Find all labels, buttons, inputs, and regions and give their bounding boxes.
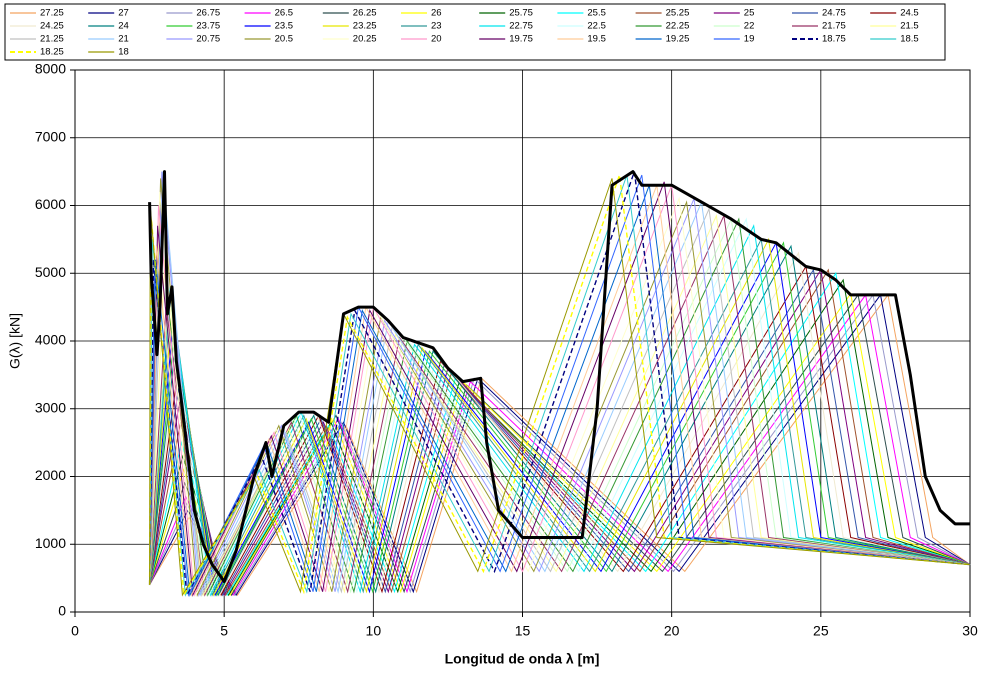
legend-label: 26.25 [353,8,377,19]
legend-label: 20 [431,34,442,45]
x-tick-label: 15 [515,623,531,639]
legend-label: 21 [118,34,129,45]
x-tick-label: 25 [813,623,829,639]
y-tick-label: 0 [58,603,66,619]
legend-label: 20.5 [275,34,294,45]
legend-label: 25.25 [666,8,690,19]
y-tick-label: 4000 [35,332,66,348]
series-line [149,181,971,597]
envelope-line [148,170,970,583]
legend-label: 27.25 [40,8,64,19]
legend-label: 21.25 [40,34,64,45]
legend-label: 18.25 [40,47,64,58]
legend-label: 23.75 [196,21,220,32]
y-axis-label: G(λ) [kN] [7,313,23,369]
series-line [148,171,971,598]
y-tick-label: 5000 [35,264,66,280]
legend-label: 19.75 [509,34,533,45]
legend-box [4,3,946,61]
legend-label: 24 [118,21,129,32]
series-line [149,237,971,597]
legend-label: 18 [118,47,129,58]
series-line [149,213,971,597]
y-tick-label: 8000 [35,61,66,77]
series-line [149,185,971,597]
legend-label: 19 [744,34,755,45]
legend-label: 19.25 [666,34,690,45]
legend-label: 25 [744,8,755,19]
legend-label: 27 [118,8,129,19]
x-axis-label: Longitud de onda λ [m] [445,651,600,667]
legend-label: 18.75 [822,34,846,45]
legend-label: 21.75 [822,21,846,32]
x-tick-label: 20 [664,623,680,639]
x-tick-label: 30 [962,623,978,639]
legend-label: 24.25 [40,21,64,32]
legend-label: 22.75 [509,21,533,32]
legend-label: 23.5 [275,21,294,32]
legend-label: 24.75 [822,8,846,19]
legend-label: 20.25 [353,34,377,45]
legend-label: 18.5 [900,34,919,45]
series-line [149,224,971,597]
legend-label: 26 [431,8,442,19]
series-line [149,178,971,597]
series-line [149,171,971,597]
legend-label: 23.25 [353,21,377,32]
series-line [149,217,971,597]
series-line [149,185,971,597]
y-tick-label: 3000 [35,399,66,415]
legend-label: 19.5 [587,34,606,45]
y-tick-label: 2000 [35,467,66,483]
legend-label: 22.25 [666,21,690,32]
series-line [148,174,971,598]
x-tick-label: 10 [366,623,382,639]
legend-label: 26.75 [196,8,220,19]
legend-label: 25.5 [587,8,606,19]
series-line [149,185,971,597]
legend-label: 21.5 [900,21,919,32]
legend-label: 22.5 [587,21,606,32]
y-tick-label: 7000 [35,128,66,144]
legend-label: 26.5 [275,8,294,19]
x-tick-label: 0 [71,623,79,639]
y-tick-label: 6000 [35,196,66,212]
legend-label: 24.5 [900,8,919,19]
legend-label: 22 [744,21,755,32]
legend-label: 23 [431,21,442,32]
legend-label: 25.75 [509,8,533,19]
y-tick-label: 1000 [35,535,66,551]
x-tick-label: 5 [220,623,228,639]
series-line [149,191,971,597]
legend-label: 20.75 [196,34,220,45]
